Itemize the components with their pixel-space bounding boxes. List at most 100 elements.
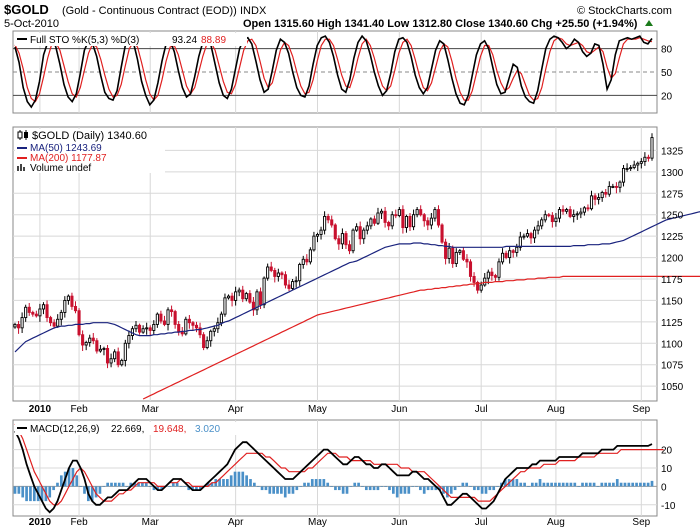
candle-body	[102, 347, 106, 350]
candle-body	[198, 327, 202, 336]
y-tick-label: 1125	[661, 318, 683, 329]
macd-hist-bar	[337, 486, 341, 491]
macd-hist-bar	[175, 482, 179, 487]
macd-hist-bar	[438, 486, 442, 491]
candle-body	[134, 324, 138, 330]
candle-body	[589, 195, 594, 210]
candle-body	[625, 167, 629, 170]
macd-hist-bar	[503, 479, 507, 487]
candle-body	[500, 252, 505, 263]
candle-body	[88, 337, 92, 343]
candle-body	[643, 156, 647, 163]
macd-hist-bar	[600, 482, 604, 487]
macd-hist-bar	[17, 486, 21, 494]
macd-hist-bar	[577, 486, 580, 487]
candle-body	[493, 275, 497, 278]
candle-body	[497, 261, 501, 278]
macd-hist-bar	[114, 482, 117, 487]
candle-body	[472, 275, 476, 283]
macd-hist-bar	[144, 482, 148, 487]
macd-hist-bar	[411, 486, 414, 487]
candle-body	[308, 249, 312, 263]
candle-body	[280, 272, 284, 276]
candle-body	[465, 258, 469, 263]
macd-hist-bar	[272, 486, 276, 494]
macd-hist-bar	[446, 486, 449, 498]
macd-hist-bar	[21, 486, 25, 498]
candle-body	[205, 340, 209, 349]
macd-hist-bar	[523, 482, 526, 487]
candle-body	[120, 359, 124, 366]
macd-hist-bar	[461, 482, 465, 487]
candle-body	[145, 327, 149, 330]
candle-body	[415, 209, 419, 216]
sto-tick-label: 50	[661, 68, 673, 79]
candle-body	[177, 323, 181, 333]
candle-body	[554, 217, 558, 223]
chart-date: 5-Oct-2010	[4, 18, 59, 30]
x-tick-label: 2010	[29, 404, 52, 415]
candle-body	[77, 310, 81, 336]
macd-hist-bar	[345, 486, 349, 494]
symbol-name: (Gold - Continuous Contract (EOD))	[62, 5, 237, 17]
candle-body	[607, 185, 611, 195]
x-tick-label: Feb	[70, 404, 88, 415]
macd-hist-bar	[341, 486, 345, 494]
candle-body	[138, 324, 142, 333]
macd-hist-bar	[310, 479, 314, 487]
macd-hist-bar	[457, 486, 461, 487]
candle-body	[266, 266, 270, 279]
macd-tick-label: 20	[661, 446, 673, 457]
x-tick-label-macd: Feb	[70, 517, 88, 528]
macd-hist-bar	[32, 486, 36, 502]
candle-body	[451, 247, 455, 265]
macd-hist-bar	[403, 486, 407, 494]
candle-body	[372, 218, 376, 224]
macd-hist-bar	[554, 482, 557, 487]
candle-body	[593, 195, 597, 200]
macd-hist-bar	[434, 486, 438, 491]
macd-hist-bar	[102, 486, 106, 487]
candle-body	[248, 293, 252, 303]
candle-body	[536, 225, 540, 231]
macd-hist-bar	[283, 486, 287, 498]
candle-body	[337, 238, 341, 245]
candle-body	[440, 224, 444, 243]
macd-hist-bar	[465, 482, 469, 487]
candle-body	[376, 212, 380, 224]
x-tick-label-macd: Jul	[475, 517, 488, 528]
sto-legend-bg	[15, 33, 247, 46]
candle-body	[504, 252, 508, 259]
candle-body	[597, 197, 601, 200]
macd-hist-bar	[40, 486, 44, 502]
y-tick-label: 1075	[661, 361, 684, 372]
candle-body	[476, 281, 480, 291]
candle-body	[298, 263, 302, 282]
candle-body	[73, 305, 78, 312]
candle-body	[66, 295, 70, 301]
candle-body	[209, 330, 213, 342]
macd-hist-bar	[287, 486, 291, 494]
macd-hist-bar	[484, 486, 488, 494]
macd-hist-bar	[476, 486, 480, 491]
macd-hist-bar	[488, 486, 492, 491]
candle-body	[369, 218, 373, 227]
macd-hist-bar	[650, 480, 654, 487]
y-tick-label: 1050	[661, 382, 684, 393]
candle-body	[41, 304, 46, 310]
candle-body	[234, 291, 238, 301]
macd-hist-bar	[585, 482, 588, 487]
macd-hist-bar	[388, 486, 391, 491]
candle-body	[540, 219, 544, 227]
macd-hist-bar	[156, 486, 160, 491]
ma50-legend: MA(50) 1243.69	[30, 143, 102, 154]
macd-hist-bar	[59, 475, 63, 487]
candle-body	[166, 309, 170, 325]
candle-body	[45, 304, 49, 319]
macd-hist-bar	[519, 482, 523, 487]
sto-k-line	[14, 34, 653, 109]
macd-hist-bar	[229, 475, 233, 487]
candle-body	[433, 209, 437, 219]
candle-body	[38, 308, 42, 317]
